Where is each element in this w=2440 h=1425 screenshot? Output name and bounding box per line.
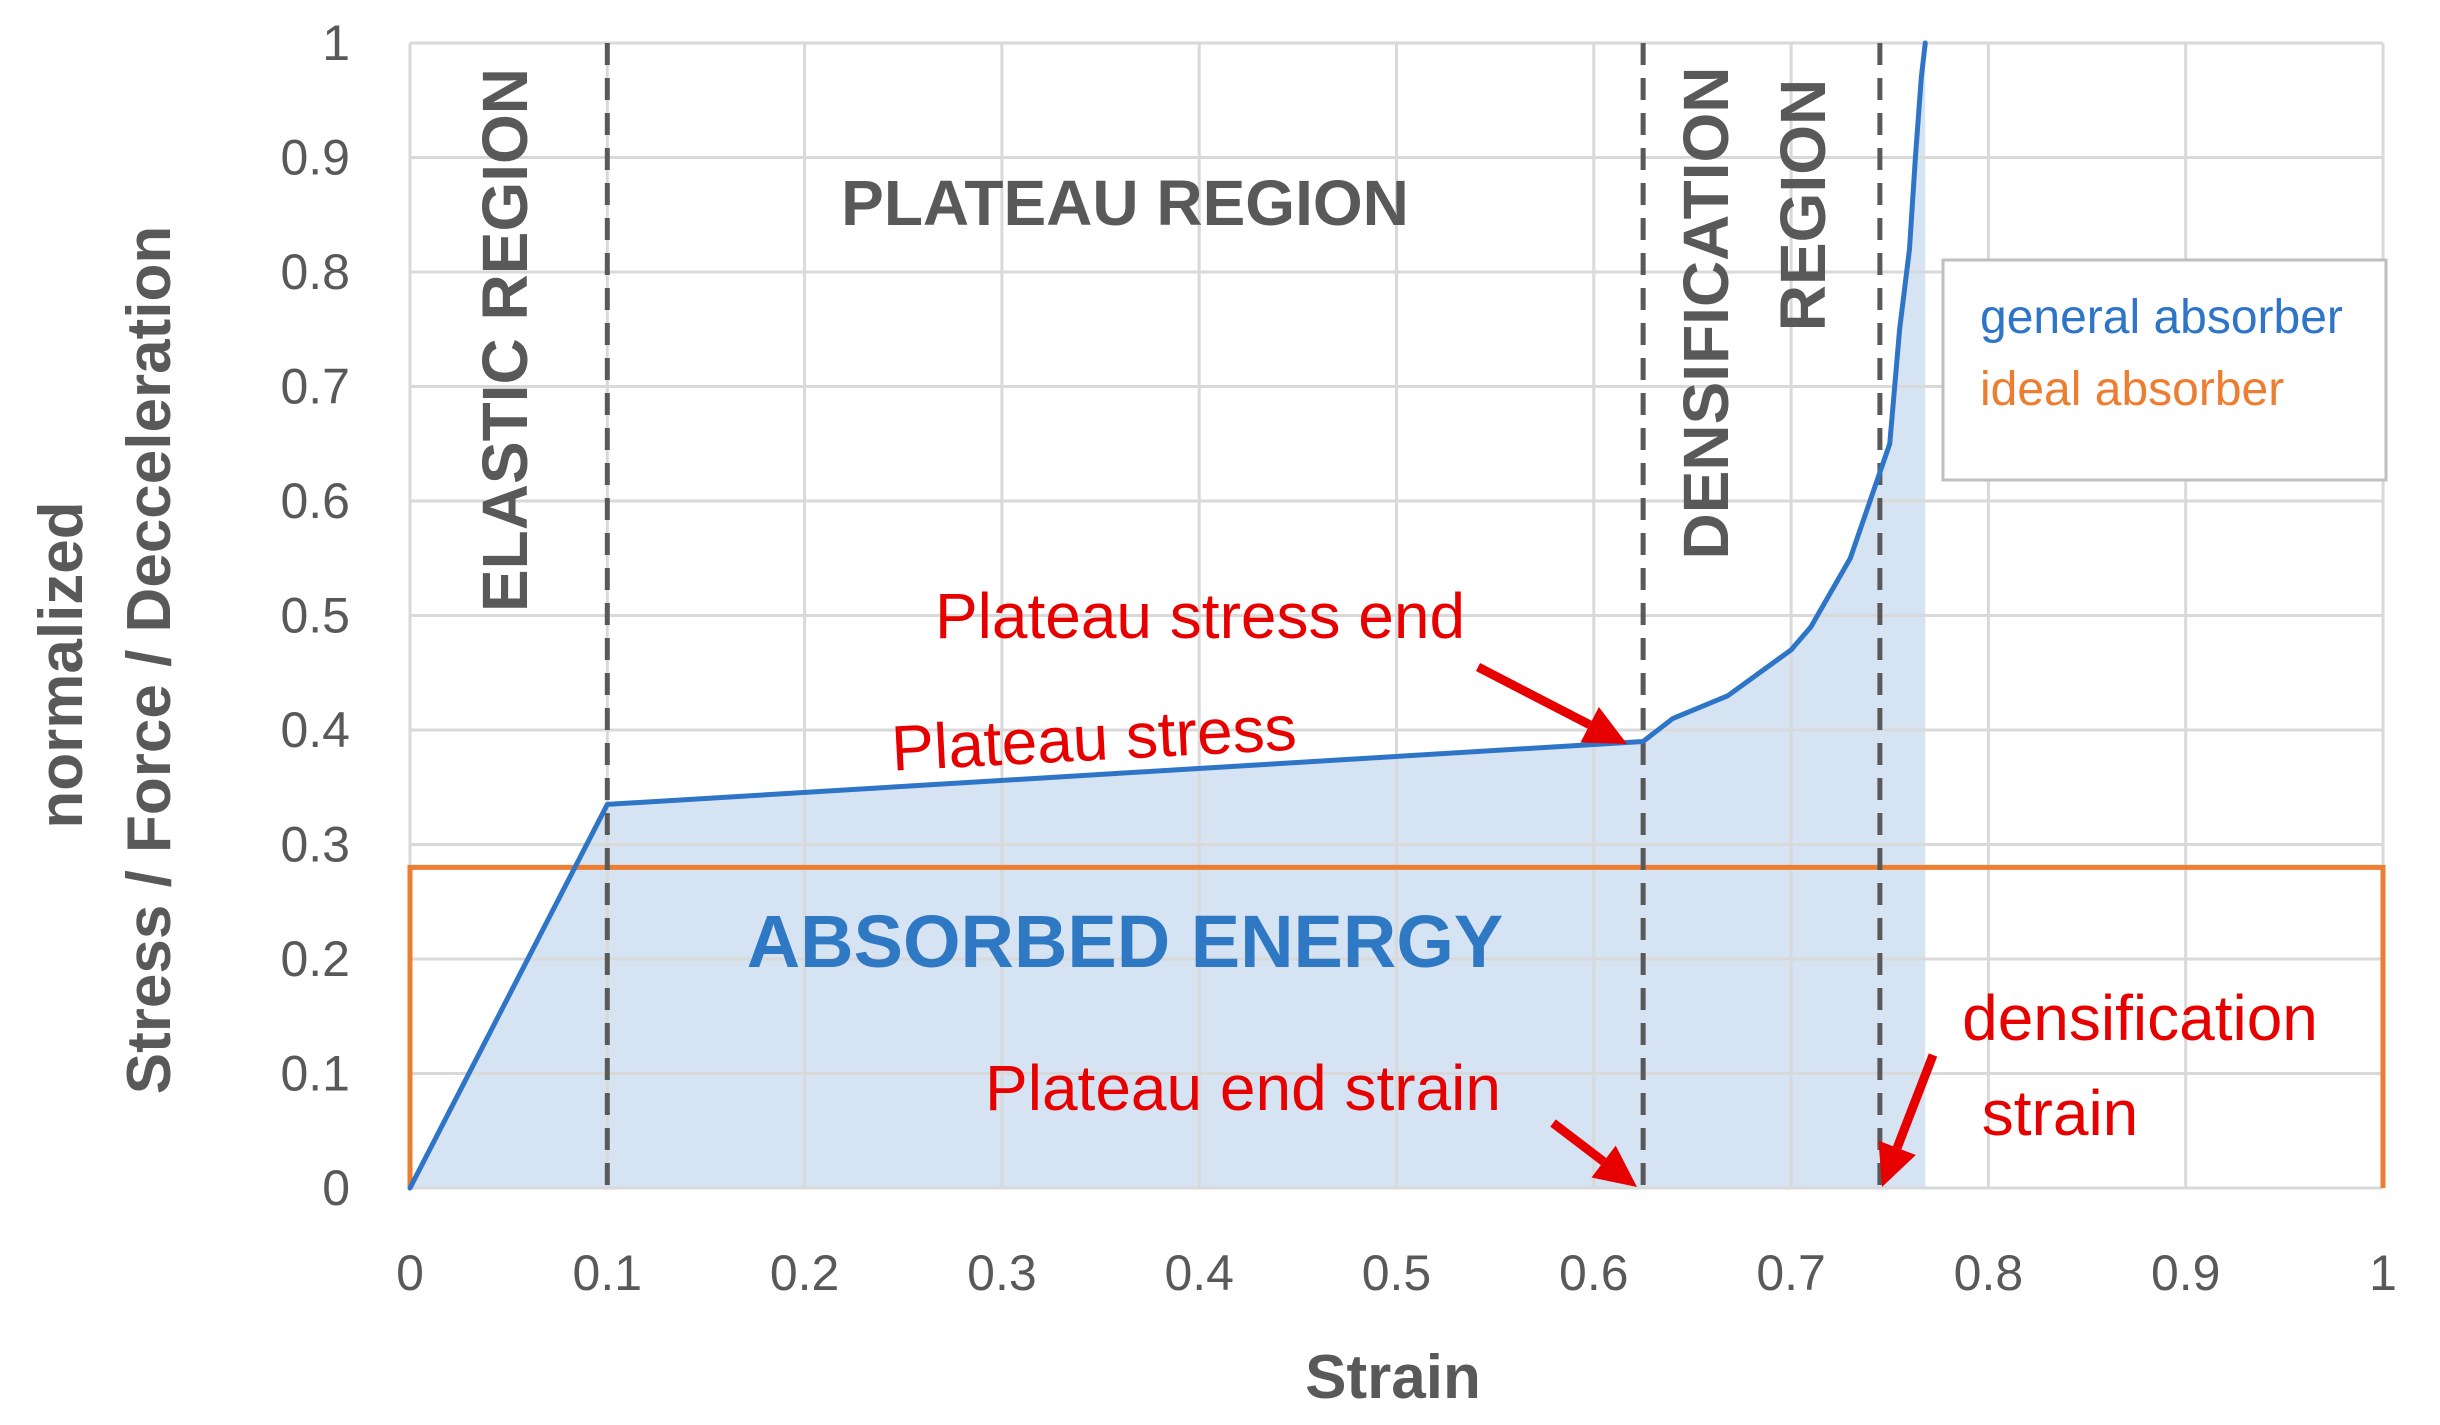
plateau-end-strain-label: Plateau end strain	[985, 1052, 1501, 1124]
y-tick-label: 1	[322, 15, 350, 71]
absorbed-energy-area	[410, 43, 1926, 1188]
densification-strain-label-line2: strain	[1982, 1077, 2139, 1149]
x-tick-label: 0.5	[1362, 1245, 1432, 1301]
arrow-densification-strain	[1878, 1053, 1938, 1187]
x-tick-label: 0.7	[1756, 1245, 1826, 1301]
axis-ticks: 0 0.1 0.2 0.3 0.4 0.5 0.6 0.7 0.8 0.9 1 0 0.1 0.2 0.3 0…	[280, 15, 2396, 1301]
densification-region-label-line2: REGION	[1767, 79, 1839, 331]
x-tick-label: 0.8	[1954, 1245, 2024, 1301]
legend-box	[1941, 258, 2388, 482]
elastic-region-label: ELASTIC REGION	[469, 68, 541, 612]
legend-entry-ideal-absorber: ideal absorber	[1980, 363, 2284, 416]
x-axis-title: Strain	[1305, 1343, 1481, 1412]
x-tick-label: 0.1	[573, 1245, 643, 1301]
y-tick-label: 0.2	[280, 931, 350, 987]
y-tick-label: 0.6	[280, 473, 350, 529]
plateau-stress-end-label: Plateau stress end	[935, 580, 1465, 652]
arrow-plateau-end-strain-shaft	[1550, 1119, 1607, 1166]
arrow-plateau-end-strain	[1550, 1119, 1637, 1187]
x-tick-label: 0.9	[2151, 1245, 2221, 1301]
absorbed-energy-area-layer	[410, 43, 1926, 1188]
legend: general absorber ideal absorber	[1941, 258, 2388, 482]
y-tick-label: 0.3	[280, 817, 350, 873]
arrow-densification-strain-head	[1878, 1140, 1916, 1187]
y-tick-label: 0.9	[280, 130, 350, 186]
absorbed-energy-label: ABSORBED ENERGY	[747, 900, 1504, 983]
x-tick-label: 0.4	[1164, 1245, 1234, 1301]
x-tick-label: 0.6	[1559, 1245, 1629, 1301]
y-tick-label: 0.1	[280, 1046, 350, 1102]
y-axis-title-line2: Stress / Force / Decceleration	[115, 226, 184, 1094]
y-tick-label: 0.5	[280, 588, 350, 644]
y-axis-title-line1: normalized	[27, 501, 96, 828]
arrow-densification-strain-shaft	[1892, 1053, 1938, 1150]
ideal-absorber-layer	[407, 864, 2386, 1188]
arrow-plateau-stress-end	[1475, 663, 1627, 744]
y-tick-label: 0.8	[280, 244, 350, 300]
y-tick-label: 0.4	[280, 702, 350, 758]
plateau-region-label: PLATEAU REGION	[841, 167, 1409, 239]
ideal-absorber-line	[407, 864, 2386, 1188]
arrow-plateau-stress-end-shaft	[1475, 663, 1592, 729]
densification-strain-label-line1: densification	[1962, 982, 2318, 1054]
x-tick-label: 0	[396, 1245, 424, 1301]
arrow-plateau-end-strain-head	[1591, 1145, 1637, 1187]
annotation-arrows	[1475, 663, 1938, 1187]
arrow-plateau-stress-end-head	[1580, 706, 1627, 744]
densification-region-label-line1: DENSIFICATION	[1670, 66, 1742, 559]
legend-entry-general-absorber: general absorber	[1980, 291, 2343, 344]
y-tick-label: 0	[322, 1160, 350, 1216]
general-absorber-layer	[407, 40, 1928, 1191]
x-tick-label: 0.3	[967, 1245, 1037, 1301]
general-absorber-line	[407, 40, 1928, 1191]
y-tick-label: 0.7	[280, 359, 350, 415]
x-tick-label: 0.2	[770, 1245, 840, 1301]
x-tick-label: 1	[2369, 1245, 2397, 1301]
region-dividers	[604, 43, 1883, 1188]
